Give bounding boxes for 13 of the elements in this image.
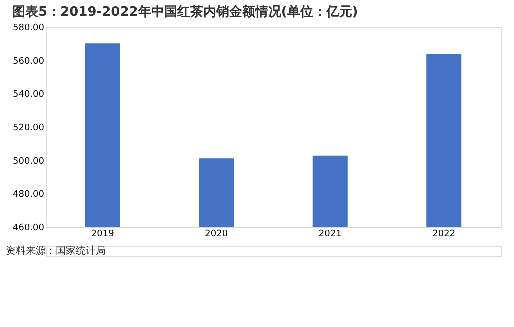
x-tick-label: 2021 — [318, 230, 342, 240]
chart-title: 图表5：2019-2022年中国红茶内销金额情况(单位：亿元) — [12, 4, 358, 20]
y-tick-label: 540.00 — [13, 90, 45, 100]
y-tick-label: 520.00 — [13, 124, 45, 134]
y-tick-label: 580.00 — [13, 24, 45, 34]
y-tick-label: 560.00 — [13, 56, 45, 67]
y-tick-label: 500.00 — [13, 156, 45, 167]
y-tick-label: 460.00 — [13, 224, 45, 234]
x-tick-label: 2020 — [205, 230, 228, 240]
x-tick-label: 2022 — [432, 230, 456, 240]
x-tick-label: 2019 — [91, 230, 115, 240]
y-tick-label: 480.00 — [13, 190, 45, 200]
text: 资料来源：国家统计局 — [6, 245, 106, 257]
